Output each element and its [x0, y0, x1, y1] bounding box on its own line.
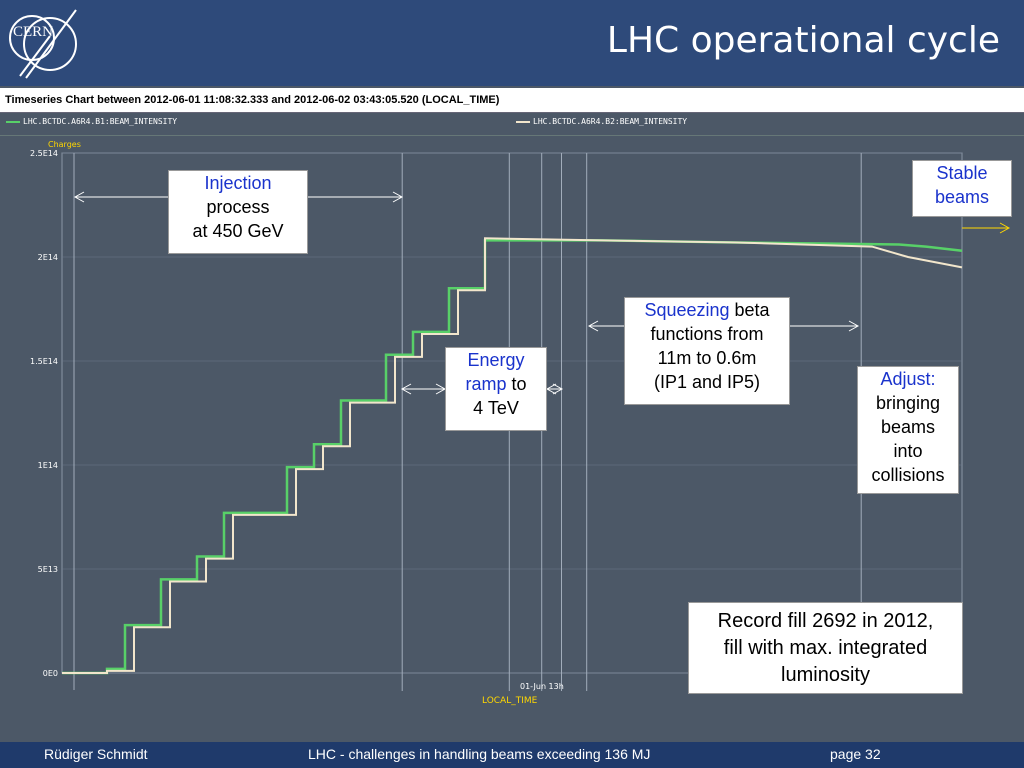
- record-fill-annotation: Record fill 2692 in 2012, fill with max.…: [688, 602, 963, 694]
- legend-label-b1: LHC.BCTDC.A6R4.B1:BEAM_INTENSITY: [23, 117, 178, 126]
- adjust-line3: beams: [880, 417, 936, 437]
- x-tick-label: 01-Jun 13h: [520, 682, 564, 691]
- y-tick-label: 5E13: [38, 565, 58, 574]
- adjust-line5: collisions: [871, 465, 945, 485]
- series-line-1: [62, 239, 963, 675]
- adjust-line4: into: [893, 441, 923, 461]
- legend-swatch-b1: [6, 120, 20, 123]
- y-tick-label: 2E14: [38, 253, 58, 262]
- legend-swatch-b2: [516, 120, 530, 123]
- y-tick-label: 1E14: [38, 461, 58, 470]
- legend-label-b2: LHC.BCTDC.A6R4.B2:BEAM_INTENSITY: [533, 117, 688, 126]
- legend-item-b1[interactable]: LHC.BCTDC.A6R4.B1:BEAM_INTENSITY: [6, 117, 177, 126]
- squeeze-line1a: Squeezing: [644, 300, 730, 320]
- ramp-arrow-left-head-left: [400, 383, 412, 395]
- logo-text: CERN: [12, 24, 53, 40]
- slide-title: LHC operational cycle: [606, 20, 1000, 61]
- squeeze-line3: 11m to 0.6m: [657, 348, 757, 368]
- ramp-line3: 4 TeV: [473, 398, 519, 418]
- x-axis-label: LOCAL_TIME: [482, 696, 538, 706]
- slide-footer: Rüdiger Schmidt LHC - challenges in hand…: [0, 742, 1024, 768]
- injection-line1: Injection: [204, 173, 272, 193]
- y-axis-ticks: 2.5E14 2E14 1.5E14 1E14 5E13 0E0: [30, 149, 58, 678]
- injection-line2: process: [206, 197, 270, 217]
- squeeze-line2: functions from: [650, 324, 764, 344]
- injection-arrow-head-left: [73, 191, 85, 203]
- stable-line1: Stable: [936, 163, 988, 183]
- record-line2: fill with max. integrated: [723, 637, 928, 659]
- y-axis-unit: Charges: [48, 140, 81, 149]
- y-tick-label: 2.5E14: [30, 149, 58, 158]
- y-tick-label: 1.5E14: [30, 357, 58, 366]
- adjust-line1: Adjust:: [880, 369, 936, 389]
- energy-ramp-annotation: Energy ramp to 4 TeV: [445, 347, 547, 431]
- y-tick-label: 0E0: [43, 669, 58, 678]
- squeeze-arrow-head-right: [848, 320, 860, 332]
- chart-series: [62, 237, 963, 675]
- squeeze-arrow-head-left: [587, 320, 599, 332]
- adjust-annotation: Adjust: bringing beams into collisions: [857, 366, 959, 494]
- chart-titlebar: Timeseries Chart between 2012-06-01 11:0…: [0, 88, 1024, 112]
- squeeze-annotation: Squeezing beta functions from 11m to 0.6…: [624, 297, 790, 405]
- squeeze-line1b: beta: [729, 300, 770, 320]
- chart-window-title: Timeseries Chart between 2012-06-01 11:0…: [5, 94, 500, 106]
- injection-arrow-head-right: [392, 191, 404, 203]
- legend-item-b2[interactable]: LHC.BCTDC.A6R4.B2:BEAM_INTENSITY: [516, 117, 687, 126]
- injection-annotation: Injection process at 450 GeV: [168, 170, 308, 254]
- footer-page-number: page 32: [830, 746, 881, 762]
- squeeze-line4: (IP1 and IP5): [653, 372, 761, 392]
- ramp-arrow-right-head-left: [545, 383, 557, 395]
- adjust-line2: bringing: [875, 393, 941, 413]
- footer-author: Rüdiger Schmidt: [44, 746, 148, 762]
- slide-header: CERN LHC operational cycle: [0, 0, 1024, 86]
- stable-arrow-head: [999, 222, 1011, 234]
- record-line3: luminosity: [781, 664, 870, 686]
- injection-line3: at 450 GeV: [192, 221, 284, 241]
- ramp-arrow-right-head-right: [552, 383, 564, 395]
- stable-beams-annotation: Stable beams: [912, 160, 1012, 217]
- ramp-line2b: to: [506, 374, 527, 394]
- chart-legend: LHC.BCTDC.A6R4.B1:BEAM_INTENSITY LHC.BCT…: [0, 112, 1024, 136]
- record-line1: Record fill 2692 in 2012,: [717, 610, 934, 632]
- series-line-2: [62, 237, 963, 674]
- cern-logo: [9, 9, 77, 79]
- footer-talk-title: LHC - challenges in handling beams excee…: [308, 746, 651, 762]
- stable-line2: beams: [934, 187, 990, 207]
- ramp-line2a: ramp: [465, 374, 507, 394]
- ramp-line1: Energy: [467, 350, 525, 370]
